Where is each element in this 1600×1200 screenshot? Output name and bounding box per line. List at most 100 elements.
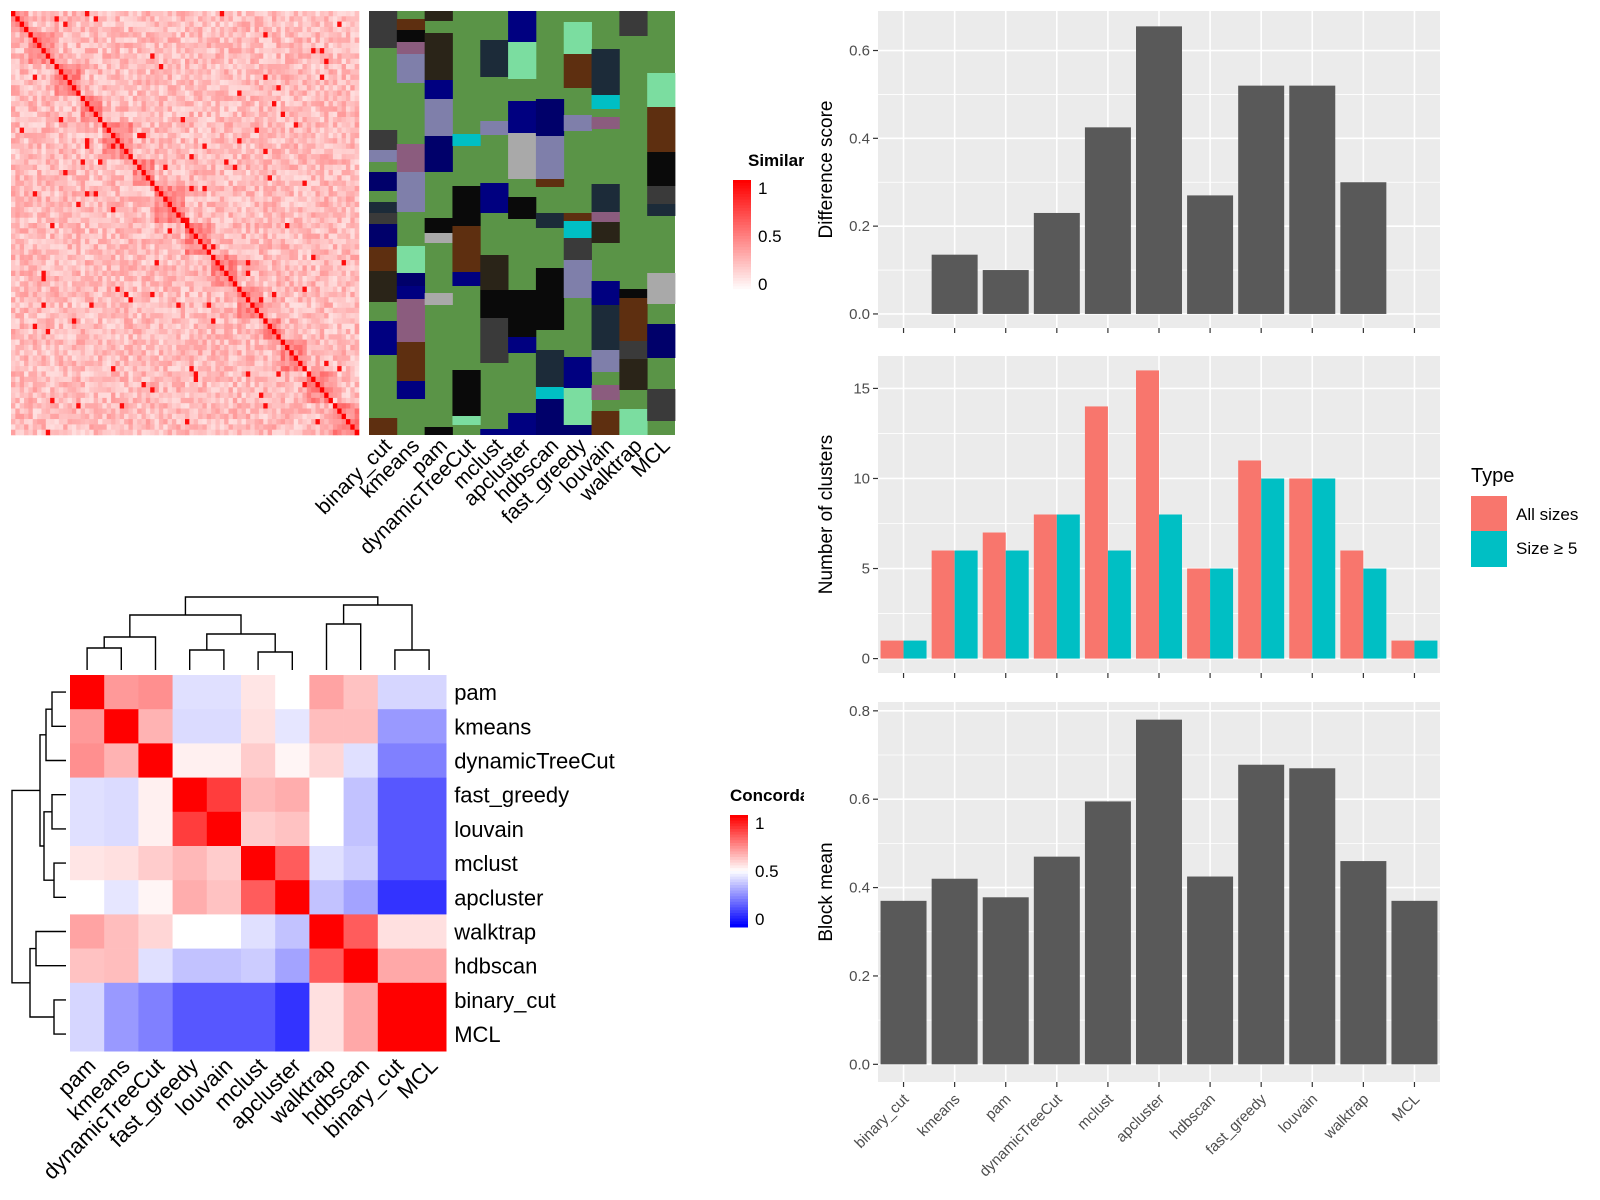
similarity-cell — [219, 291, 225, 298]
similarity-cell — [345, 297, 351, 303]
similarity-cell — [54, 106, 60, 112]
similarity-cell — [250, 148, 255, 155]
similarity-cell — [285, 117, 290, 123]
similarity-cell — [276, 297, 281, 303]
similarity-cell — [71, 302, 77, 309]
similarity-cell — [89, 281, 94, 287]
similarity-cell — [206, 95, 212, 102]
similarity-cell — [263, 106, 268, 112]
similarity-cell — [185, 101, 190, 107]
similarity-cell — [93, 26, 99, 33]
similarity-cell — [98, 170, 103, 176]
similarity-cell — [145, 180, 151, 187]
similarity-cell — [176, 64, 181, 70]
similarity-cell — [237, 69, 242, 75]
similarity-cell — [150, 286, 155, 293]
similarity-cell — [354, 32, 360, 38]
similarity-cell — [189, 74, 194, 81]
similarity-cell — [341, 281, 347, 287]
similarity-cell — [185, 297, 190, 303]
similarity-cell — [119, 196, 125, 203]
similarity-cell — [158, 74, 164, 81]
similarity-cell — [276, 249, 281, 256]
similarity-cell — [128, 143, 134, 150]
similarity-cell — [298, 313, 303, 319]
similarity-cell — [224, 185, 229, 192]
similarity-cell — [89, 212, 94, 218]
similarity-cell — [237, 249, 242, 256]
similarity-cell — [71, 79, 77, 86]
similarity-cell — [19, 170, 25, 176]
similarity-cell — [93, 64, 99, 70]
similarity-cell — [63, 122, 68, 128]
similarity-cell — [15, 48, 20, 54]
similarity-cell — [189, 318, 194, 324]
similarity-cell — [19, 37, 25, 44]
similarity-cell — [32, 95, 38, 102]
similarity-cell — [19, 180, 25, 187]
similarity-cell — [71, 307, 77, 314]
similarity-cell — [54, 79, 60, 86]
similarity-cell — [306, 106, 312, 112]
similarity-cell — [332, 95, 338, 102]
similarity-cell — [102, 64, 107, 70]
similarity-cell — [198, 74, 203, 81]
similarity-cell — [63, 249, 68, 256]
similarity-cell — [193, 323, 199, 330]
similarity-cell — [19, 106, 25, 112]
similarity-cell — [67, 270, 73, 277]
similarity-cell — [215, 185, 221, 192]
similarity-cell — [193, 302, 199, 309]
similarity-cell — [106, 11, 112, 17]
similarity-cell — [241, 74, 247, 81]
similarity-cell — [163, 11, 168, 17]
similarity-cell — [311, 101, 316, 107]
similarity-cell — [315, 228, 321, 234]
similarity-cell — [58, 180, 64, 187]
similarity-cell — [128, 32, 134, 38]
similarity-cell — [84, 334, 90, 340]
similarity-cell — [328, 122, 334, 128]
similarity-cell — [141, 196, 147, 203]
similarity-cell — [50, 291, 55, 298]
similarity-cell — [98, 37, 103, 44]
similarity-cell — [198, 281, 203, 287]
similarity-cell — [180, 122, 186, 128]
similarity-cell — [315, 286, 321, 293]
similarity-cell — [11, 132, 16, 139]
similarity-cell — [41, 212, 47, 218]
similarity-cell — [328, 281, 334, 287]
similarity-cell — [154, 122, 160, 128]
similarity-cell — [145, 132, 151, 139]
similarity-cell — [37, 329, 42, 335]
similarity-cell — [345, 37, 351, 44]
similarity-cell — [332, 207, 338, 213]
similarity-cell — [176, 233, 181, 240]
similarity-cell — [250, 238, 255, 245]
similarity-cell — [128, 323, 134, 330]
similarity-cell — [137, 85, 142, 91]
similarity-cell — [124, 132, 129, 139]
similarity-cell — [137, 212, 142, 218]
similarity-cell — [37, 26, 42, 33]
similarity-cell — [263, 228, 268, 234]
similarity-cell — [137, 318, 142, 324]
similarity-cell — [241, 90, 247, 97]
similarity-cell — [119, 122, 125, 128]
similarity-cell — [19, 233, 25, 240]
similarity-cell — [180, 201, 186, 208]
similarity-cell — [315, 26, 321, 33]
similarity-cell — [145, 313, 151, 319]
similarity-cell — [24, 90, 29, 97]
similarity-cell — [28, 233, 34, 240]
similarity-cell — [28, 334, 34, 340]
similarity-cell — [176, 159, 181, 165]
similarity-cell — [337, 132, 342, 139]
similarity-cell — [63, 217, 68, 224]
similarity-cell — [263, 191, 268, 197]
similarity-cell — [132, 318, 138, 324]
similarity-cell — [263, 37, 268, 44]
similarity-cell — [154, 16, 160, 22]
similarity-cell — [228, 11, 234, 17]
similarity-cell — [324, 37, 329, 44]
